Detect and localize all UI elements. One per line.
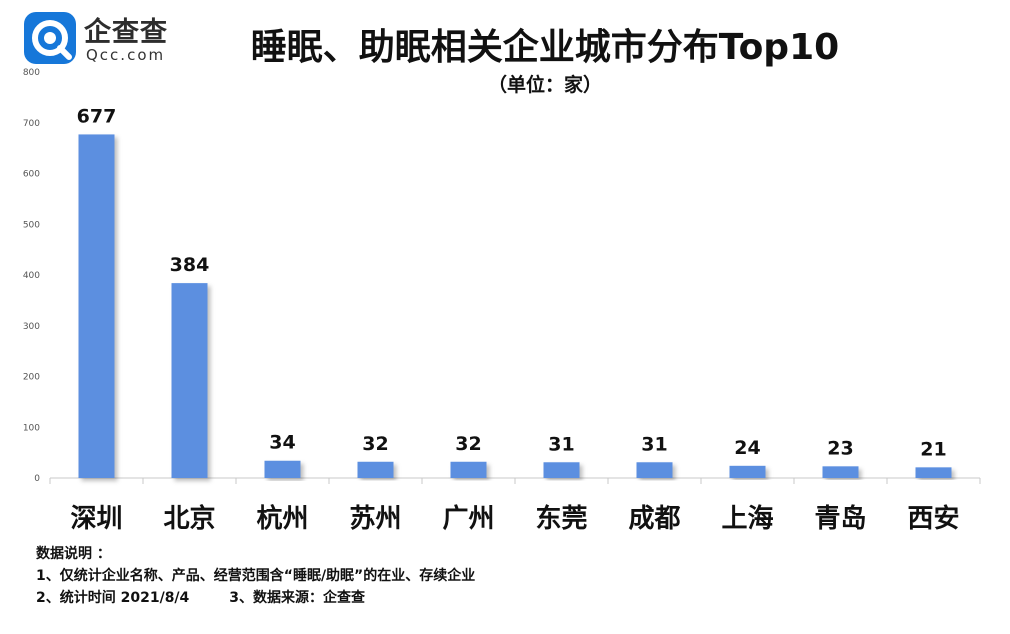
bar (264, 460, 301, 478)
y-tick-label: 600 (23, 170, 40, 180)
y-tick-label: 100 (23, 423, 40, 433)
y-tick-label: 800 (23, 68, 40, 78)
bars (78, 134, 952, 479)
bar (357, 461, 394, 478)
notes-heading: 数据说明 ： (36, 546, 111, 562)
y-tick-label: 0 (34, 474, 40, 484)
category-label: 深圳 (70, 504, 122, 534)
bar-value-label: 384 (170, 254, 210, 276)
data-notes: 数据说明 ： 1、仅统计企业名称、产品、经营范围含“睡眠/助眠”的在业、存续企业… (36, 543, 475, 609)
category-label: 北京 (163, 503, 215, 534)
y-tick-label: 700 (23, 119, 40, 129)
bar-value-label: 32 (455, 433, 481, 455)
y-tick-label: 500 (23, 220, 40, 230)
y-axis: 0 100 200 300 400 500 600 700 800 (23, 68, 40, 484)
notes-line-2b: 3、数据来源：企查查 (229, 590, 366, 606)
logo-name: 企查查 (84, 17, 168, 48)
bar-value-label: 34 (269, 432, 295, 454)
bar (636, 462, 673, 478)
y-tick-label: 200 (23, 373, 40, 383)
bar-value-label: 31 (641, 433, 667, 455)
y-tick-label: 300 (23, 322, 40, 332)
category-label: 成都 (628, 504, 680, 534)
category-label: 上海 (721, 504, 773, 534)
bar (171, 283, 208, 478)
bar-chart: 0 100 200 300 400 500 600 700 800 677 384 34 32 32 31… (23, 68, 981, 534)
bar (450, 461, 487, 478)
bar (822, 466, 859, 478)
bar-value-label: 32 (362, 433, 388, 455)
bar (915, 467, 952, 478)
y-tick-label: 400 (23, 271, 40, 281)
bar-value-label: 21 (920, 438, 946, 460)
bar-value-label: 24 (734, 437, 760, 459)
chart-title: 睡眠、助眠相关企业城市分布Top10 (250, 27, 840, 68)
qcc-logo-icon (24, 12, 76, 64)
bar (543, 462, 580, 478)
bar (729, 465, 766, 478)
bar (78, 134, 115, 479)
logo-domain: Qcc.com (86, 46, 166, 64)
category-label: 青岛 (814, 503, 866, 534)
notes-line-2a: 2、统计时间 2021/8/4 (36, 590, 190, 606)
logo: 企查查 Qcc.com (22, 8, 182, 68)
category-label: 东莞 (535, 503, 587, 534)
bar-value-label: 31 (548, 433, 574, 455)
category-label: 杭州 (256, 503, 308, 534)
category-label: 苏州 (349, 504, 401, 534)
notes-line-1: 1、仅统计企业名称、产品、经营范围含“睡眠/助眠”的在业、存续企业 (36, 568, 476, 584)
x-axis-labels: 深圳 北京 杭州 苏州 广州 东莞 成都 上海 青岛 西安 (70, 503, 959, 534)
bar-value-label: 23 (827, 437, 853, 459)
notes-line-2: 2、统计时间 2021/8/4 3、数据来源：企查查 (36, 587, 475, 609)
chart-subtitle: （单位：家） (487, 74, 602, 96)
bar-value-label: 677 (77, 105, 117, 127)
data-labels: 677 384 34 32 32 31 31 24 23 21 (77, 105, 947, 460)
category-label: 西安 (907, 504, 959, 534)
category-label: 广州 (442, 504, 494, 534)
x-axis-ticks (49, 478, 981, 484)
